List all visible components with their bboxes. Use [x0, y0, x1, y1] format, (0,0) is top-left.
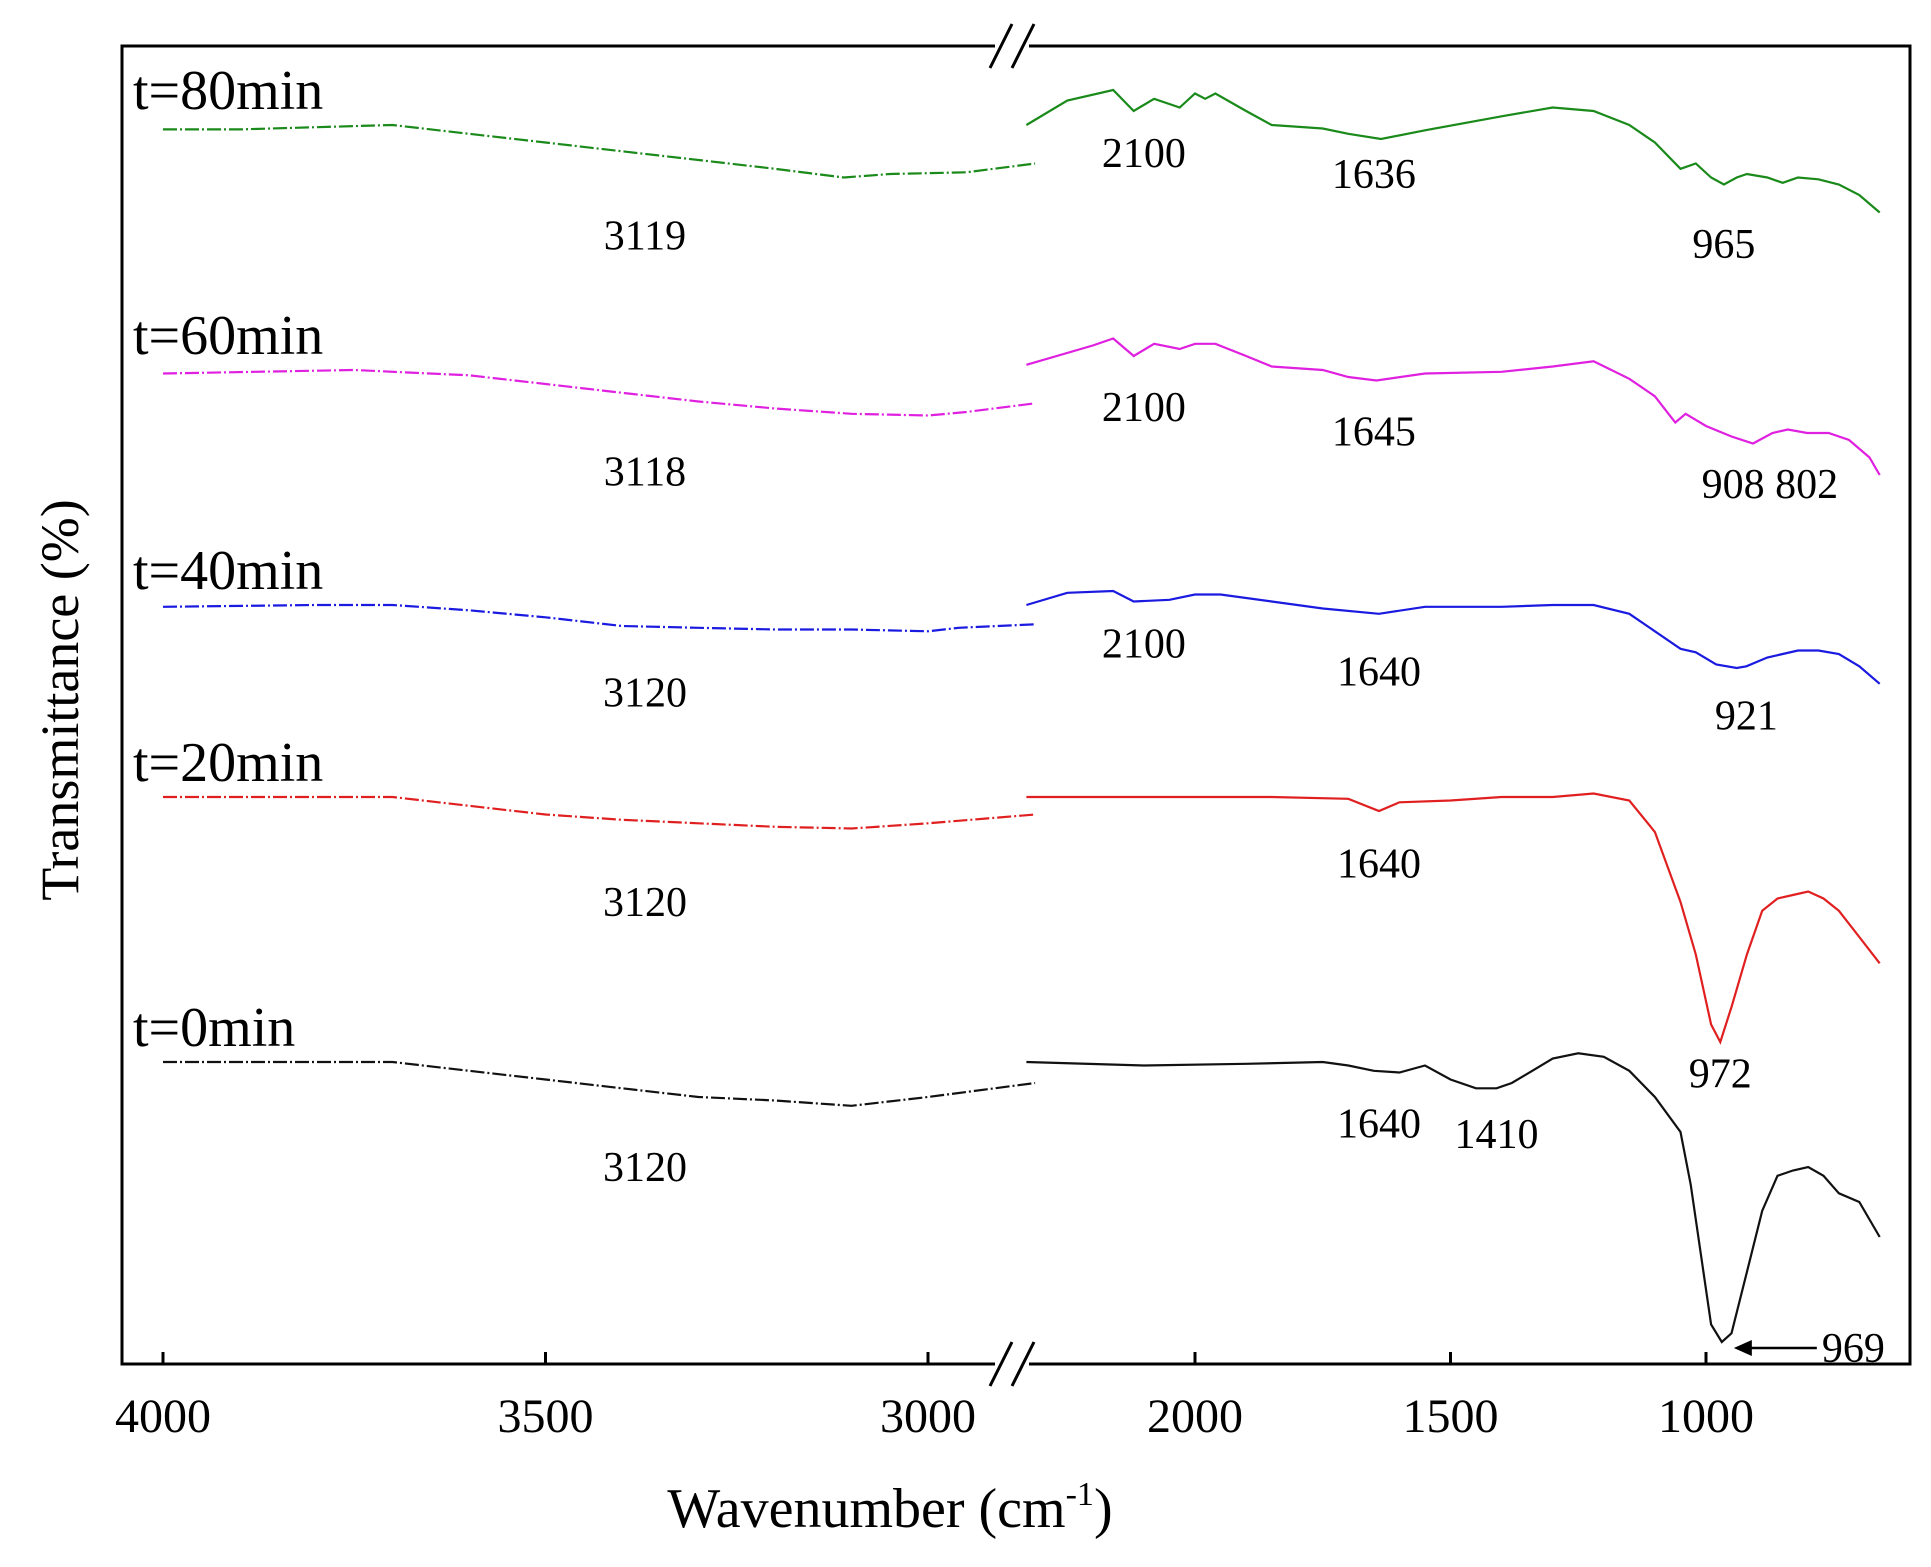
x-axis-label: Wavenumber (cm-1)	[667, 1476, 1112, 1540]
peak-annotation: 2100	[1102, 131, 1186, 177]
peak-annotation: 2100	[1102, 385, 1186, 431]
x-tick-label: 1000	[1658, 1390, 1754, 1443]
series-line-t-0min-left	[163, 1060, 1036, 1107]
peak-annotation: 972	[1689, 1052, 1752, 1098]
x-tick-label: 1500	[1403, 1390, 1499, 1443]
y-axis-label: Transmittance (%)	[30, 499, 90, 900]
series-label-t-60min: t=60min	[133, 305, 323, 367]
series-line-t-80min-right	[1025, 88, 1881, 214]
axis-break-mark	[988, 23, 1014, 69]
peak-annotation: 3118	[604, 450, 686, 496]
peak-annotation: 1640	[1337, 650, 1421, 696]
x-tick-label: 2000	[1147, 1390, 1243, 1443]
axis-break-mark	[1010, 1341, 1036, 1387]
peak-annotation: 3120	[603, 880, 687, 926]
peak-annotation: 1645	[1332, 409, 1416, 455]
series-label-t-0min: t=0min	[133, 997, 295, 1059]
series-line-t-0min-right	[1026, 1052, 1881, 1344]
peak-annotation: 908 802	[1702, 462, 1839, 508]
peak-annotation: 1636	[1332, 152, 1416, 198]
peak-annotation: 969	[1822, 1326, 1885, 1372]
axis-break-mark	[1010, 23, 1036, 69]
x-tick-label: 3000	[880, 1390, 976, 1443]
x-tick-label: 3500	[498, 1390, 594, 1443]
series-line-t-20min-right	[1026, 792, 1881, 1045]
series-label-t-20min: t=20min	[133, 732, 323, 794]
axis-break-mark	[988, 1341, 1014, 1387]
series-line-t-20min-left	[163, 795, 1036, 830]
peak-annotation: 965	[1692, 222, 1755, 268]
annotation-arrowhead	[1733, 1340, 1752, 1356]
peak-annotation: 1410	[1454, 1112, 1538, 1158]
series-line-t-40min-left	[162, 603, 1036, 633]
peak-annotation: 2100	[1102, 622, 1186, 668]
peak-annotation: 1640	[1337, 842, 1421, 888]
peak-annotation: 3120	[603, 671, 687, 717]
peak-annotation: 3120	[603, 1145, 687, 1191]
series-line-t-60min-right	[1026, 337, 1881, 476]
series-label-t-40min: t=40min	[133, 540, 323, 602]
plot-frame	[120, 44, 1912, 1366]
series-line-t-60min-left	[162, 368, 1036, 417]
series-label-t-80min: t=80min	[133, 60, 323, 122]
peak-annotation: 1640	[1337, 1101, 1421, 1147]
series-line-t-40min-right	[1026, 589, 1881, 685]
peak-annotation: 921	[1715, 693, 1778, 739]
peak-annotation: 3119	[604, 213, 686, 259]
x-tick-label: 4000	[115, 1390, 211, 1443]
series-line-t-80min-left	[163, 123, 1036, 179]
